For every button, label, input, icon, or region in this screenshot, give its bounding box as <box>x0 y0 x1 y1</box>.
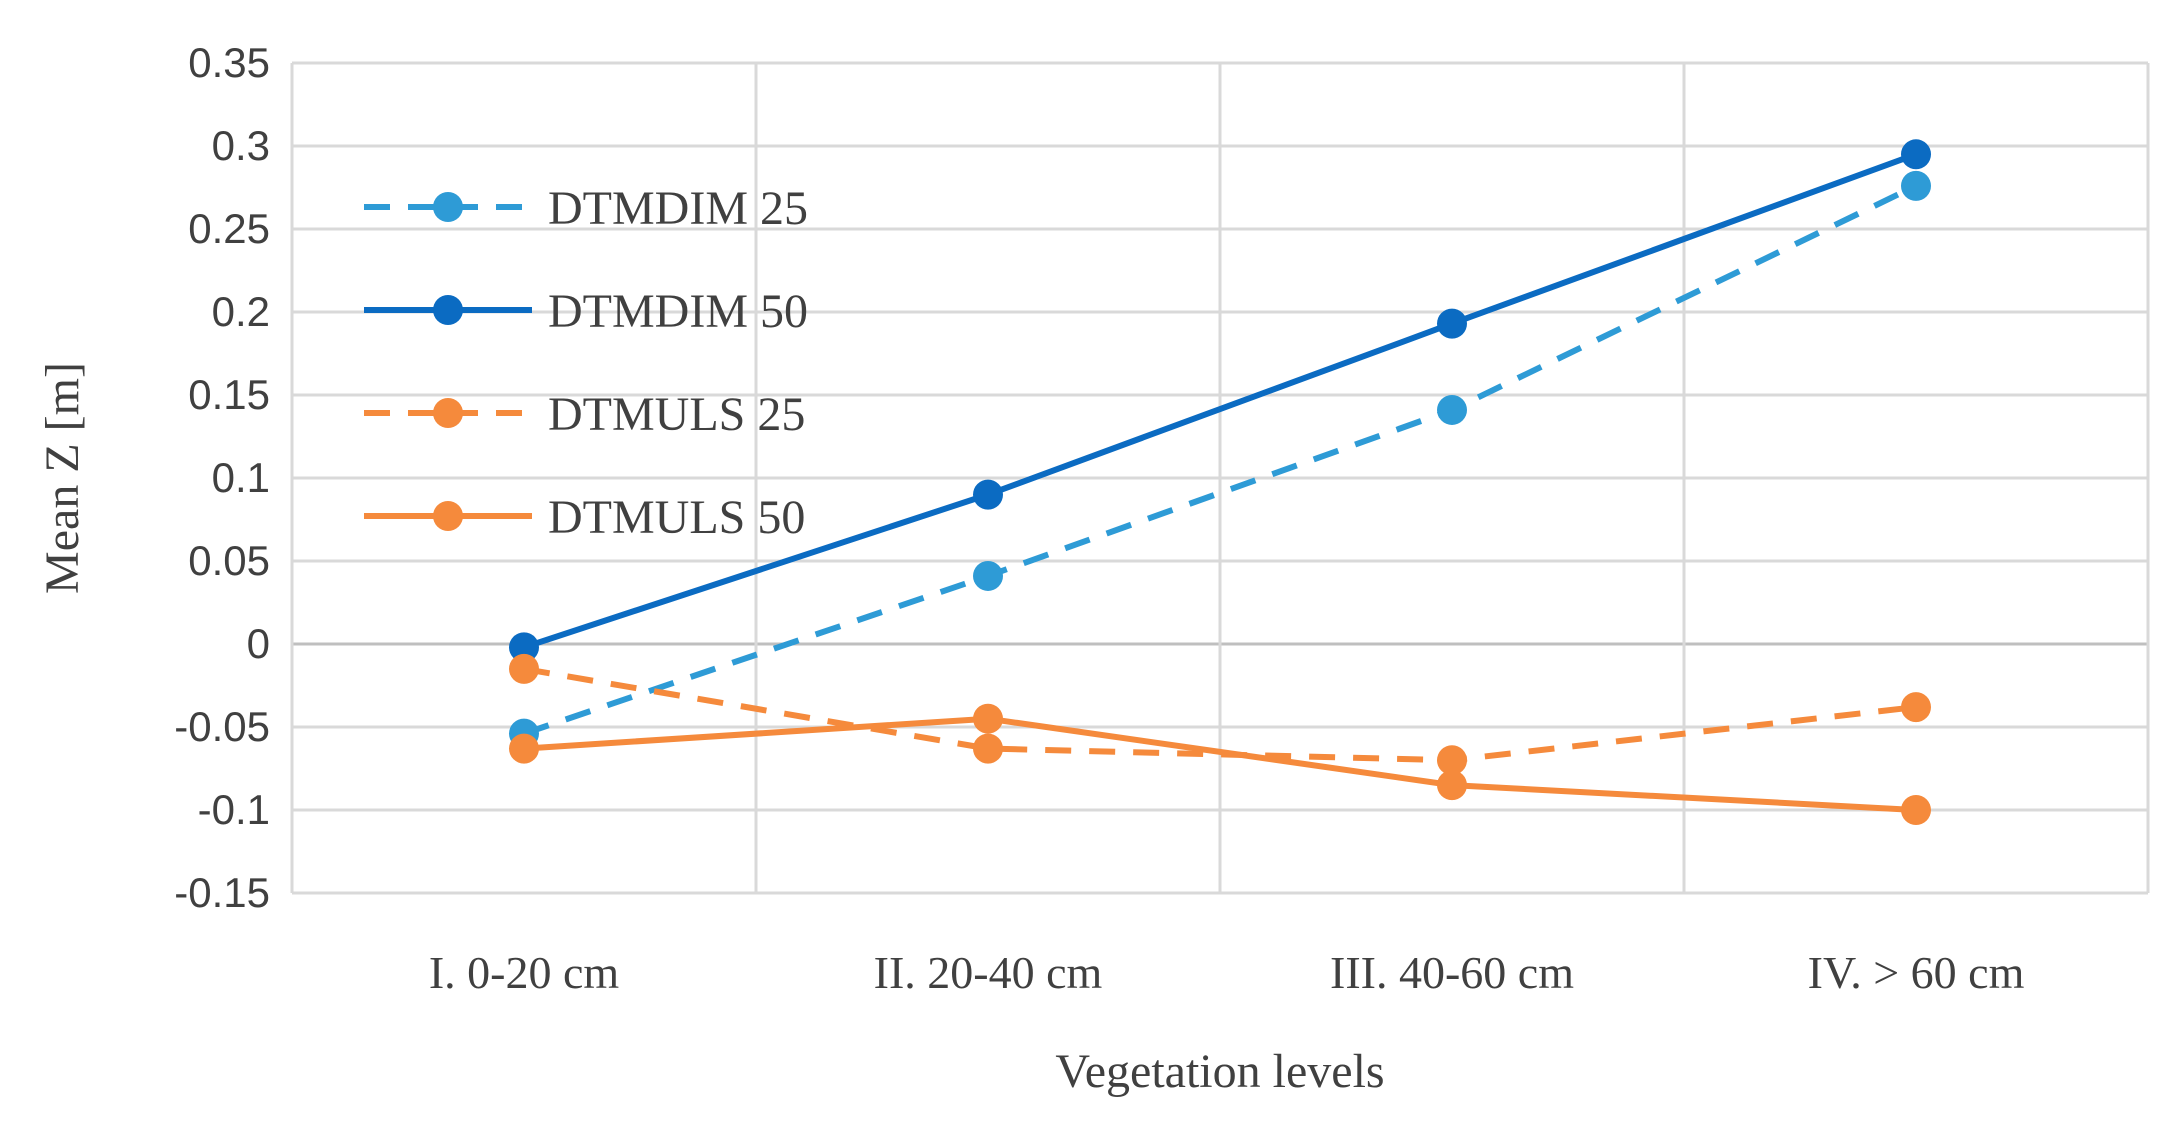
data-point <box>1901 139 1931 170</box>
legend-label: DTMDIM 50 <box>548 285 808 338</box>
y-axis-ticks: 0.35 0.3 0.25 0.2 0.15 0.1 0.05 0 -0.05 -0.1 -0.15 <box>174 39 270 916</box>
y-tick-label: 0.15 <box>188 371 270 418</box>
series-line-dtmuls-50 <box>523 715 1917 813</box>
y-tick-label: 0.25 <box>188 205 270 252</box>
y-tick-label: -0.1 <box>198 786 270 833</box>
data-point <box>509 733 539 764</box>
legend-label: DTMDIM 25 <box>548 182 808 235</box>
data-point <box>973 479 1003 510</box>
data-point <box>1901 795 1931 825</box>
y-tick-label: 0.1 <box>212 454 270 501</box>
y-tick-label: 0.3 <box>212 122 270 169</box>
y-tick-label: 0.05 <box>188 537 270 584</box>
x-axis-ticks: I. 0-20 cm II. 20-40 cm III. 40-60 cm IV. >… <box>429 947 2025 998</box>
x-axis-title: Vegetation levels <box>1055 1045 1384 1098</box>
data-point <box>509 632 539 663</box>
y-tick-label: -0.15 <box>174 869 270 916</box>
data-point <box>1437 770 1467 801</box>
data-point <box>1901 170 1931 201</box>
data-point <box>1437 394 1467 425</box>
legend: DTMDIM 25 DTMDIM 50 DTMULS 25 DTMULS 50 <box>364 182 808 544</box>
y-tick-label: -0.05 <box>174 703 270 750</box>
data-point <box>1901 692 1931 723</box>
legend-marker <box>433 295 463 325</box>
series-line-dtmdim-25 <box>523 183 1918 737</box>
series-line-dtmuls-25 <box>523 665 1917 764</box>
data-point <box>1437 745 1467 776</box>
data-point <box>1437 308 1467 339</box>
data-point <box>509 653 539 684</box>
legend-label: DTMULS 50 <box>548 491 805 544</box>
series-lines <box>509 139 1931 825</box>
series-line-dtmdim-50 <box>523 151 1918 651</box>
legend-marker <box>433 501 463 531</box>
y-tick-label: 0.2 <box>212 288 270 335</box>
data-point <box>973 703 1003 734</box>
x-tick-label: III. 40-60 cm <box>1330 947 1574 998</box>
x-tick-label: I. 0-20 cm <box>429 947 620 998</box>
legend-label: DTMULS 25 <box>548 388 805 441</box>
data-point <box>973 560 1003 591</box>
legend-marker <box>433 192 463 222</box>
y-axis-title: Mean Z [m] <box>36 362 89 594</box>
x-tick-label: IV. > 60 cm <box>1808 947 2025 998</box>
y-tick-label: 0.35 <box>188 39 270 86</box>
legend-marker <box>433 398 463 428</box>
data-point <box>973 733 1003 764</box>
x-tick-label: II. 20-40 cm <box>874 947 1103 998</box>
y-tick-label: 0 <box>247 620 270 667</box>
